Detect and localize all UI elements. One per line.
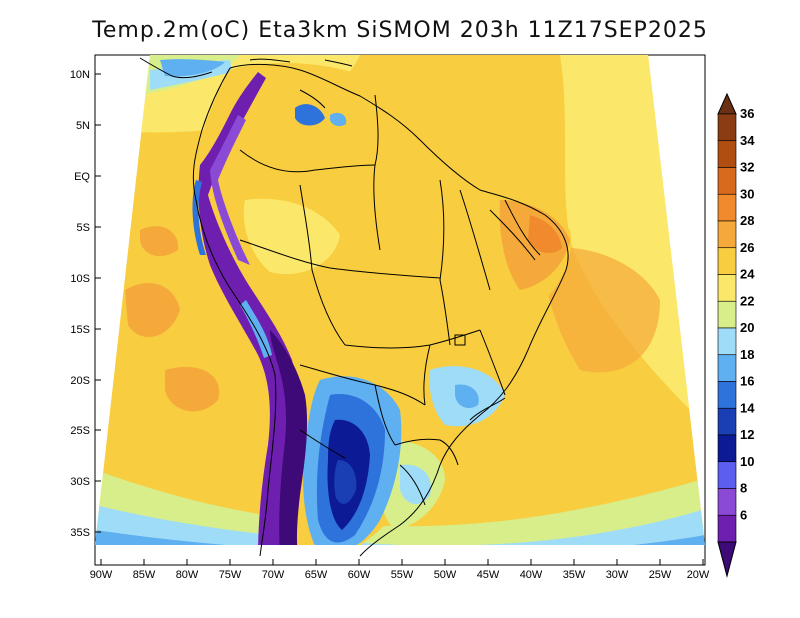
lon-label: 50W xyxy=(434,569,457,581)
lat-label: 15S xyxy=(70,324,90,336)
lat-label: 5N xyxy=(76,120,90,132)
map-title: Temp.2m(oC) Eta3km SiSMOM 203h 11Z17SEP2… xyxy=(92,18,708,43)
lat-label: 10S xyxy=(70,273,90,285)
lat-label: 20S xyxy=(70,375,90,387)
colorbar-bottom-arrow xyxy=(717,541,737,578)
lon-label: 35W xyxy=(563,569,586,581)
lon-label: 65W xyxy=(305,569,328,581)
colorbar-swatch xyxy=(717,514,737,543)
colorbar-swatch xyxy=(717,140,737,168)
colorbar-swatch xyxy=(717,381,737,409)
colorbar-swatch xyxy=(717,193,737,222)
colorbar-label: 34 xyxy=(740,133,755,148)
political-borders xyxy=(139,57,569,557)
temperature-field xyxy=(95,55,705,545)
lon-label: 30W xyxy=(606,569,629,581)
colorbar-label: 6 xyxy=(740,507,747,522)
lon-label: 25W xyxy=(649,569,672,581)
colorbar-label: 14 xyxy=(740,400,755,415)
colorbar-label: 28 xyxy=(740,213,754,228)
colorbar-swatch xyxy=(717,113,737,142)
colorbar: 36 34 32 30 28 26 24 22 20 18 16 14 12 10 8 6 xyxy=(717,92,755,578)
colorbar-swatch xyxy=(717,300,737,329)
colorbar-swatch xyxy=(717,274,737,302)
lat-label: 5S xyxy=(77,222,90,234)
colorbar-label: 12 xyxy=(740,427,754,442)
colorbar-label: 8 xyxy=(740,481,747,496)
lat-label: 35S xyxy=(70,527,90,539)
lon-label: 55W xyxy=(391,569,414,581)
colorbar-swatch xyxy=(717,327,737,356)
colorbar-label: 22 xyxy=(740,293,754,308)
colorbar-label: 18 xyxy=(740,347,754,362)
lon-label: 90W xyxy=(90,569,113,581)
colorbar-label: 20 xyxy=(740,320,754,335)
lon-label: 40W xyxy=(520,569,543,581)
colorbar-label: 32 xyxy=(740,160,754,175)
colorbar-swatch xyxy=(717,461,737,489)
colorbar-swatch xyxy=(717,167,737,195)
lon-label: 75W xyxy=(219,569,242,581)
longitude-axis: 90W 85W 80W 75W 70W 65W 60W 55W 50W 45W … xyxy=(90,559,710,581)
lon-label: 85W xyxy=(133,569,156,581)
lat-label: EQ xyxy=(74,171,90,183)
colorbar-label: 36 xyxy=(740,106,754,121)
colorbar-label: 16 xyxy=(740,374,754,389)
lon-label: 70W xyxy=(262,569,285,581)
lon-label: 20W xyxy=(687,569,710,581)
colorbar-label: 24 xyxy=(740,267,755,282)
colorbar-swatch xyxy=(717,407,737,436)
lon-label: 80W xyxy=(176,569,199,581)
lat-label: 25S xyxy=(70,425,90,437)
lon-label: 60W xyxy=(348,569,371,581)
lat-label: 30S xyxy=(70,476,90,488)
latitude-axis: 10N 5N EQ 5S 10S 15S 20S 25S 30S 35S xyxy=(70,69,101,539)
lat-label: 10N xyxy=(70,69,90,81)
colorbar-swatch xyxy=(717,434,737,463)
colorbar-swatch xyxy=(717,220,737,249)
lon-label: 45W xyxy=(477,569,500,581)
colorbar-swatch xyxy=(717,488,737,516)
colorbar-label: 26 xyxy=(740,240,754,255)
colorbar-swatch xyxy=(717,247,737,275)
colorbar-label: 10 xyxy=(740,454,754,469)
colorbar-top-arrow xyxy=(717,92,737,115)
colorbar-label: 30 xyxy=(740,186,754,201)
colorbar-swatch xyxy=(717,354,737,382)
